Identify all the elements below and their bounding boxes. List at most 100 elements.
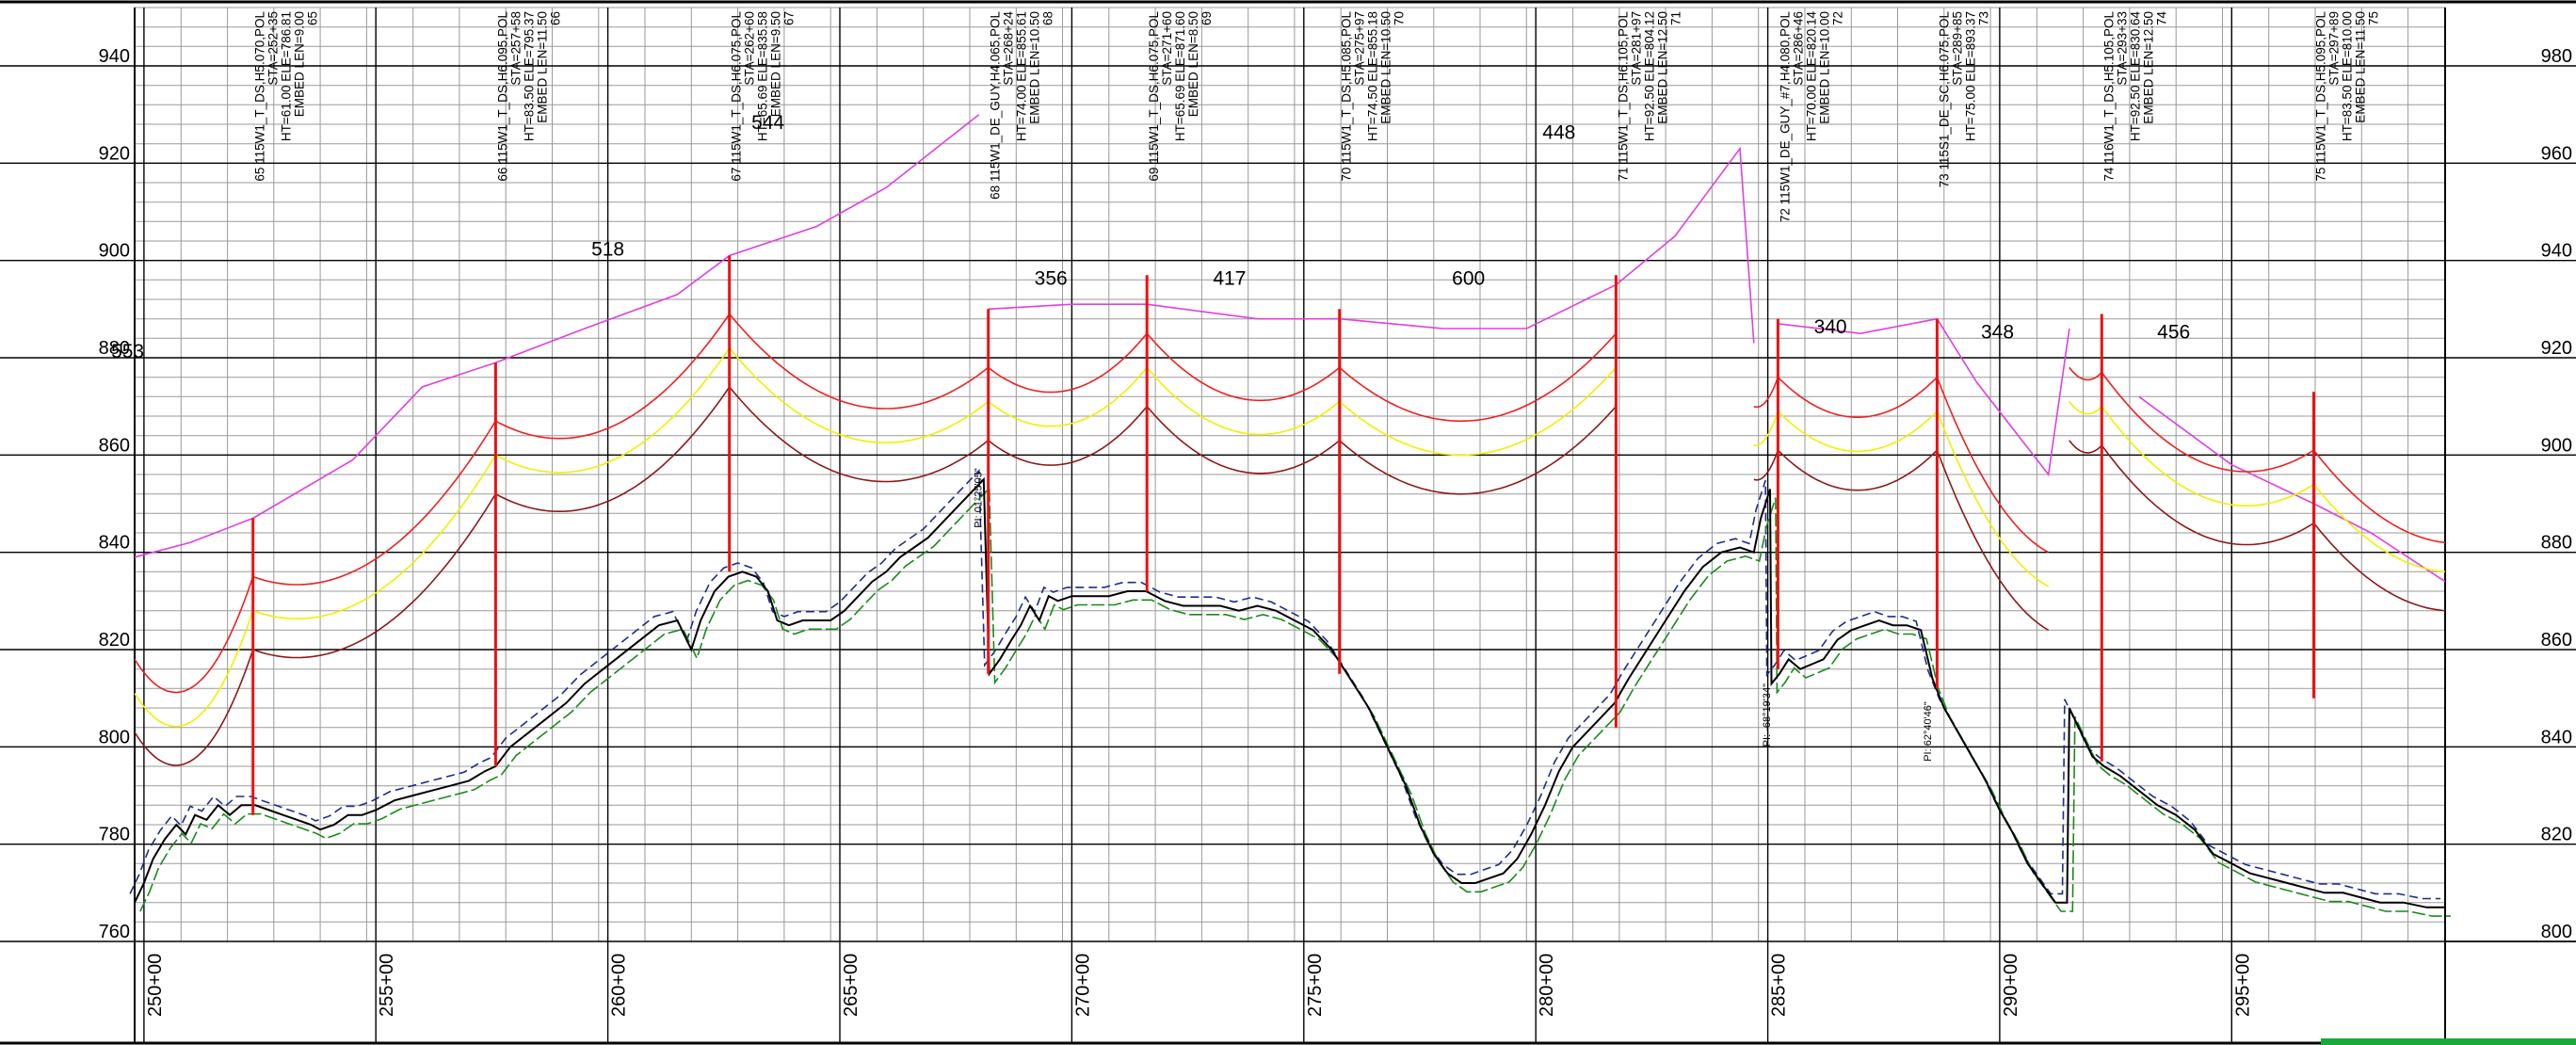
- structure-label-line: 75: [2367, 11, 2381, 25]
- structure-label-line: 68: [1041, 11, 1055, 25]
- structure-annotation-69: 69 115W1_T_DS,H6.075,POL STA=271+60 HT=65.…: [1147, 11, 1214, 182]
- conductor-upper-curve: [252, 420, 497, 586]
- conductor-upper-stub: [1753, 377, 1779, 409]
- right-elevation-label: 800: [2541, 922, 2572, 942]
- structure-label-line: EMBED LEN=10.50: [1379, 11, 1393, 124]
- span-length-label: 544: [751, 112, 784, 134]
- left-elevation-label: 800: [99, 727, 130, 748]
- span-length-label: 456: [2157, 321, 2190, 343]
- right-elevation-label: 920: [2541, 338, 2572, 359]
- conductor-lower-stub: [1936, 449, 2050, 632]
- right-elevation-label: 860: [2541, 630, 2572, 651]
- wind-blowout-curve: [134, 114, 980, 558]
- left-elevation-label: 840: [99, 533, 130, 554]
- span-length-label: 356: [1035, 268, 1068, 290]
- left-elevation-label: 860: [99, 435, 130, 456]
- conductor-upper-stub: [1936, 377, 2050, 554]
- structure-annotation-73: 73 115S1_DE_SC,H6.075,POL STA=289+85 HT=75…: [1937, 11, 1990, 188]
- structure-label-line: HT=61.00 ELE=786.81: [280, 11, 294, 141]
- structure-label-line: STA=257+58: [508, 11, 523, 86]
- conductor-upper-curve: [1777, 377, 1938, 418]
- conductor-lower-curve: [495, 386, 731, 512]
- structure-annotation-65: 65 115W1_T_DS,H5.070,POL STA=252+35 HT=61.…: [253, 11, 320, 182]
- right-elevation-label: 980: [2541, 46, 2572, 67]
- left-elevation-label: 900: [99, 241, 130, 262]
- structure-annotation-70: 70 115W1_T_DS,H5.085,POL STA=275+97 HT=74.…: [1340, 11, 1407, 182]
- conductor-upper-curve: [988, 332, 1148, 394]
- conductor-lower-curve: [988, 406, 1148, 466]
- station-label: 250+00: [145, 954, 166, 1017]
- right-elevation-label: 900: [2541, 435, 2572, 456]
- span-length-label: 417: [1213, 268, 1246, 290]
- right-elevation-label: 820: [2541, 825, 2572, 845]
- left-elevation-label: 940: [99, 46, 130, 67]
- structure-label-line: STA=262+60: [743, 11, 757, 86]
- structure-label-line: EMBED LEN=9.00: [293, 11, 307, 117]
- conductor-middle-curve: [2101, 406, 2314, 507]
- structure-label-line: 71: [1668, 11, 1682, 25]
- left-elevation-label: 760: [99, 922, 130, 942]
- conductor-middle-curve: [1339, 366, 1617, 457]
- span-length-label: 600: [1452, 268, 1485, 290]
- structure-label-line: HT=92.50 ELE=830.64: [2128, 11, 2142, 142]
- structure-label-line: STA=289+85: [1950, 11, 1964, 86]
- status-accent-bar: [2321, 1038, 2576, 1045]
- conductor-middle-curve: [252, 454, 497, 620]
- structure-label-line: 66 115W1_T_DS,H6.095,POL: [495, 11, 509, 182]
- conductor-middle-stub: [2312, 483, 2446, 573]
- right-elevation-label: 940: [2541, 241, 2572, 262]
- structure-label-line: STA=252+35: [266, 11, 281, 86]
- station-label: 265+00: [841, 954, 861, 1017]
- conductor-middle-stub: [2069, 401, 2102, 415]
- conductor-lower-curve: [252, 493, 497, 659]
- structure-label-line: STA=275+97: [1353, 11, 1367, 86]
- structure-label-line: HT=83.50 ELE=810.00: [2341, 11, 2355, 141]
- structure-label-line: 69: [1199, 11, 1214, 25]
- structure-label-line: EMBED LEN=11.50: [2354, 11, 2368, 123]
- conductor-upper-stub: [2312, 449, 2446, 544]
- right-elevation-label: 960: [2541, 143, 2572, 164]
- structure-label-line: HT=92.50 ELE=804.12: [1642, 11, 1656, 141]
- structure-label-line: 65: [306, 11, 320, 25]
- conductor-upper-curve: [1339, 332, 1617, 423]
- conductor-middle-curve: [988, 366, 1148, 427]
- structure-label-line: 71 115W1_T_DS,H6.105,POL: [1616, 11, 1630, 182]
- structure-label-line: HT=65.69 ELE=871.60: [1173, 11, 1187, 141]
- structure-label-line: 72: [1830, 11, 1844, 25]
- structure-label-line: 69 115W1_T_DS,H6.075,POL: [1147, 11, 1161, 182]
- annotation-layer: 940 920 900 880 860 840 820 800 780 760 980 960 940 9…: [99, 11, 2572, 1017]
- structure-annotation-71: 71 115W1_T_DS,H6.105,POL STA=281+97 HT=92.…: [1616, 11, 1682, 182]
- structure-label-line: STA=286+46: [1791, 11, 1805, 86]
- span-length-label: 348: [1981, 321, 2014, 343]
- structure-label-line: HT=65.69 ELE=835.58: [756, 11, 770, 141]
- structure-annotation-74: 74 116W1_T_DS,H5.105,POL STA=293+33 HT=92.…: [2101, 11, 2168, 182]
- structure-label-line: HT=74.00 ELE=855.61: [1015, 11, 1029, 141]
- structure-label-line: HT=83.50 ELE=795.37: [522, 11, 536, 141]
- structure-label-line: 72 115W1_DE_GUY_#7,H4.080,POL: [1778, 11, 1792, 223]
- structure-label-line: 67: [782, 11, 797, 25]
- major-grid: [0, 8, 2576, 1043]
- structure-label-line: HT=74.50 ELE=855.18: [1366, 11, 1380, 141]
- conductor-middle-curve: [1777, 410, 1938, 453]
- structure-label-line: 70 115W1_T_DS,H5.085,POL: [1340, 11, 1354, 182]
- structure-label-line: 67 115W1_T_DS,H6.075,POL: [730, 11, 744, 182]
- wind-blowout-curve: [1778, 317, 2070, 476]
- pi-angle-label: PI: -68°19'34": [1762, 683, 1773, 747]
- structure-label-line: STA=268+24: [1002, 11, 1016, 86]
- structure-label-line: EMBED LEN=10.50: [1028, 11, 1042, 124]
- ground-profile: [129, 468, 2451, 917]
- station-label: 295+00: [2232, 954, 2253, 1017]
- left-elevation-label: 880: [99, 338, 130, 359]
- structure-label-line: 66: [548, 11, 562, 25]
- station-label: 255+00: [377, 954, 397, 1017]
- structure-label-line: 70: [1393, 11, 1407, 25]
- conductor-sag-curves: [134, 313, 2446, 766]
- conductor-lower-stub: [134, 649, 254, 766]
- structure-label-line: STA=293+33: [2115, 11, 2129, 86]
- left-elevation-label: 920: [99, 143, 130, 164]
- conductor-upper-curve: [2101, 372, 2314, 473]
- station-label: 280+00: [1537, 954, 1557, 1017]
